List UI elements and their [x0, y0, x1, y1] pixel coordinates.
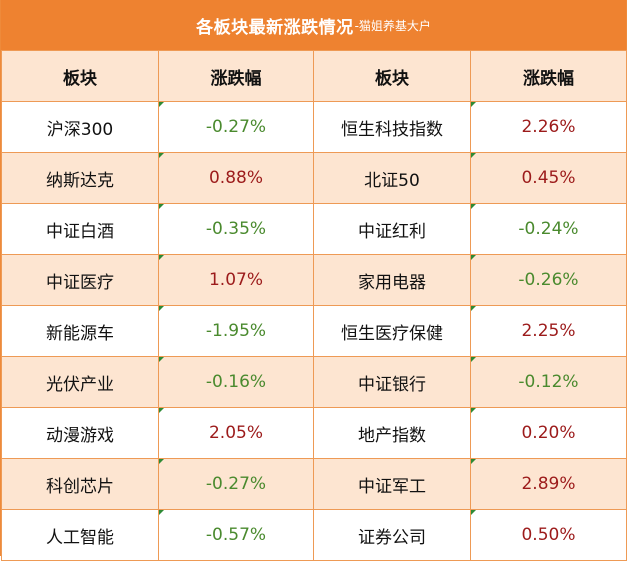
sector-name-cell: 证券公司 — [313, 509, 471, 561]
sector-name-cell: 科创芯片 — [1, 458, 159, 510]
table-row: 新能源车 -1.95% 恒生医疗保健 2.25% — [1, 305, 627, 357]
sector-name-cell: 纳斯达克 — [1, 152, 159, 204]
sector-name-cell: 中证白酒 — [1, 203, 159, 255]
table-row: 中证医疗 1.07% 家用电器 -0.26% — [1, 254, 627, 306]
change-cell: 0.20% — [470, 407, 627, 459]
change-cell: -0.57% — [158, 509, 314, 561]
sector-name-cell: 北证50 — [313, 152, 471, 204]
change-cell: 2.89% — [470, 458, 627, 510]
table-body: 沪深300 -0.27% 恒生科技指数 2.26% 纳斯达克 0.88% 北证50 0.45%… — [1, 101, 627, 561]
change-cell: -0.24% — [470, 203, 627, 255]
sector-name-cell: 中证银行 — [313, 356, 471, 408]
sector-name-cell: 地产指数 — [313, 407, 471, 459]
change-cell: -0.16% — [158, 356, 314, 408]
title-sub: -猫姐养基大户 — [354, 18, 431, 33]
table-row: 沪深300 -0.27% 恒生科技指数 2.26% — [1, 101, 627, 153]
sector-name-cell: 中证红利 — [313, 203, 471, 255]
sector-name-cell: 光伏产业 — [1, 356, 159, 408]
title-bar: 各板块最新涨跌情况 -猫姐养基大户 — [1, 0, 626, 50]
sector-name-cell: 沪深300 — [1, 101, 159, 153]
sector-name-cell: 中证军工 — [313, 458, 471, 510]
table-row: 中证白酒 -0.35% 中证红利 -0.24% — [1, 203, 627, 255]
header-row: 板块 涨跌幅 板块 涨跌幅 — [1, 50, 627, 102]
sector-name-cell: 中证医疗 — [1, 254, 159, 306]
change-cell: 0.50% — [470, 509, 627, 561]
header-sector-right: 板块 — [313, 50, 471, 102]
change-cell: 0.88% — [158, 152, 314, 204]
change-cell: 0.45% — [470, 152, 627, 204]
table-row: 科创芯片 -0.27% 中证军工 2.89% — [1, 458, 627, 510]
change-cell: -1.95% — [158, 305, 314, 357]
sector-name-cell: 恒生科技指数 — [313, 101, 471, 153]
sector-name-cell: 新能源车 — [1, 305, 159, 357]
table-row: 人工智能 -0.57% 证券公司 0.50% — [1, 509, 627, 561]
change-cell: -0.12% — [470, 356, 627, 408]
change-cell: 2.25% — [470, 305, 627, 357]
header-sector-left: 板块 — [1, 50, 159, 102]
change-cell: -0.27% — [158, 101, 314, 153]
table-row: 动漫游戏 2.05% 地产指数 0.20% — [1, 407, 627, 459]
change-cell: 2.05% — [158, 407, 314, 459]
sector-name-cell: 动漫游戏 — [1, 407, 159, 459]
change-cell: -0.27% — [158, 458, 314, 510]
change-cell: -0.35% — [158, 203, 314, 255]
table-row: 光伏产业 -0.16% 中证银行 -0.12% — [1, 356, 627, 408]
sector-name-cell: 恒生医疗保健 — [313, 305, 471, 357]
change-cell: 1.07% — [158, 254, 314, 306]
header-change-left: 涨跌幅 — [158, 50, 314, 102]
header-change-right: 涨跌幅 — [470, 50, 627, 102]
table-row: 纳斯达克 0.88% 北证50 0.45% — [1, 152, 627, 204]
sector-name-cell: 家用电器 — [313, 254, 471, 306]
sector-name-cell: 人工智能 — [1, 509, 159, 561]
change-cell: -0.26% — [470, 254, 627, 306]
sector-table: 板块 涨跌幅 板块 涨跌幅 沪深300 -0.27% 恒生科技指数 2.26% 纳斯达克… — [1, 50, 627, 561]
title-main: 各板块最新涨跌情况 — [196, 17, 354, 38]
change-cell: 2.26% — [470, 101, 627, 153]
